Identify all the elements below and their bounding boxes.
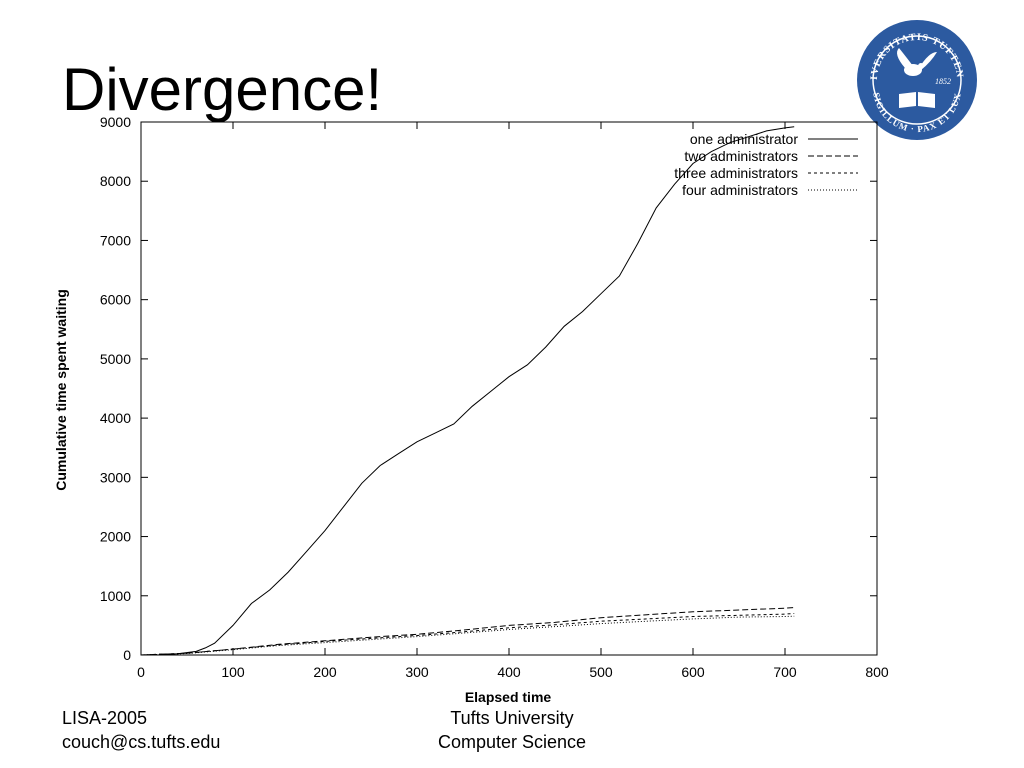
seal-outer-ring — [857, 20, 977, 140]
footer-left: LISA-2005 couch@cs.tufts.edu — [62, 706, 220, 754]
legend-label-1: one administrator — [690, 131, 799, 147]
footer-email: couch@cs.tufts.edu — [62, 732, 221, 752]
y-tick-label: 5000 — [100, 351, 131, 367]
y-tick-label: 4000 — [100, 410, 131, 426]
university-seal-icon: UNIVERSITATIS TUFTENSIS SIGILLUM · PAX E… — [855, 18, 977, 140]
seal-dove-icon — [897, 48, 937, 76]
x-tick-label: 200 — [313, 664, 337, 680]
slide-title: Divergence! — [62, 56, 383, 123]
y-tick-label: 8000 — [100, 173, 131, 189]
series-line-3 — [140, 613, 795, 656]
plot-frame — [140, 121, 878, 656]
footer-center: Tufts University Computer Science — [412, 706, 612, 754]
seal-inner-ring — [872, 35, 962, 125]
y-axis-title: Cumulative time spent waiting — [53, 289, 69, 490]
y-tick-label: 6000 — [100, 292, 131, 308]
y-tick-label: 7000 — [100, 232, 131, 248]
legend-label-4: four administrators — [682, 182, 798, 198]
x-tick-label: 600 — [681, 664, 705, 680]
seal-year: 1852 — [935, 77, 951, 86]
footer-conference: LISA-2005 — [62, 708, 148, 728]
x-tick-label: 0 — [137, 664, 145, 680]
x-tick-label: 400 — [497, 664, 521, 680]
seal-book-icon — [899, 92, 935, 108]
legend-label-3: three administrators — [674, 165, 798, 181]
chart-series — [140, 126, 795, 656]
x-tick-label: 300 — [405, 664, 429, 680]
x-axis-title: Elapsed time — [465, 689, 552, 705]
y-tick-label: 1000 — [100, 588, 131, 604]
series-line-2 — [140, 607, 795, 656]
y-tick-label: 9000 — [100, 114, 131, 130]
x-tick-label: 100 — [221, 664, 245, 680]
y-tick-label: 2000 — [100, 529, 131, 545]
footer-university: Tufts University — [450, 708, 574, 728]
x-tick-label: 700 — [773, 664, 797, 680]
axis-ticks: 0 100 200 300 400 500 600 700 800010002000300040… — [100, 114, 889, 680]
series-line-4 — [140, 615, 795, 656]
footer-department: Computer Science — [437, 732, 587, 752]
y-tick-label: 0 — [123, 647, 131, 663]
legend-label-2: two administrators — [684, 148, 798, 164]
plot-area-border — [140, 121, 878, 656]
x-tick-label: 800 — [865, 664, 889, 680]
series-line-1 — [140, 126, 795, 656]
x-tick-label: 500 — [589, 664, 613, 680]
y-tick-label: 3000 — [100, 469, 131, 485]
